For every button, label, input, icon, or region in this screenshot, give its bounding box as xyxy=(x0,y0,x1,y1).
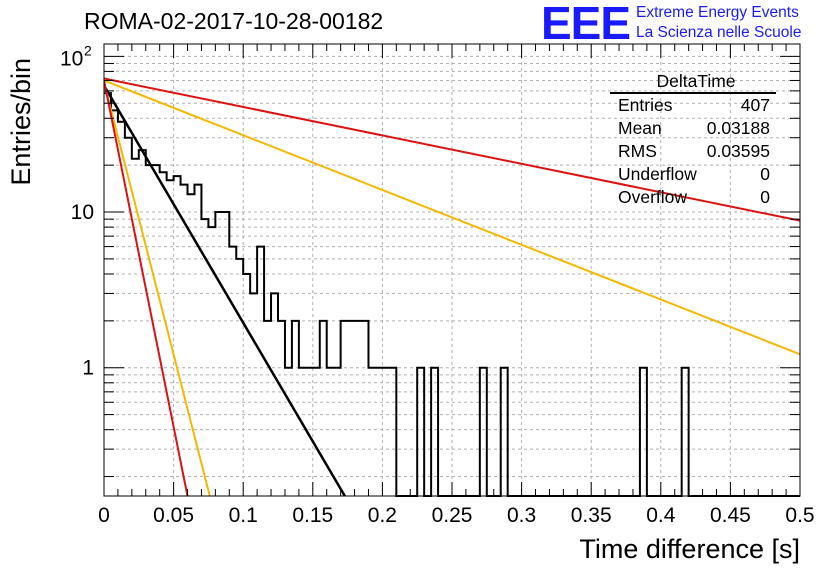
x-tick-label: 0.15 xyxy=(292,504,333,527)
grid-lines xyxy=(104,44,800,496)
stats-value: 0 xyxy=(760,187,770,207)
x-tick-label: 0.5 xyxy=(785,504,814,527)
tick-labels: 0 0.05 0.1 0.15 0.2 0.25 0.3 0.35 0.4 0.45 0.5 1 10 1… xyxy=(60,42,815,527)
x-tick-label: 0.35 xyxy=(571,504,612,527)
x-axis-label: Time difference [s] xyxy=(579,534,800,564)
stats-box-title: DeltaTime xyxy=(610,70,776,94)
stats-label: Underflow xyxy=(618,164,697,184)
stats-label: Entries xyxy=(618,95,673,115)
stats-value: 0.03595 xyxy=(706,141,770,161)
fit-lines xyxy=(104,77,800,496)
x-tick-label: 0.2 xyxy=(368,504,397,527)
stats-row-underflow: Underflow 0 xyxy=(610,163,776,186)
stats-label: Mean xyxy=(618,118,662,138)
stats-value: 0.03188 xyxy=(706,118,770,138)
plot-title: ROMA-02-2017-10-28-00182 xyxy=(84,8,384,34)
stats-box: DeltaTime Entries 407 Mean 0.03188 RMS 0… xyxy=(610,70,776,209)
fit-line xyxy=(104,79,800,356)
x-tick-label: 0.1 xyxy=(229,504,258,527)
fit-line xyxy=(104,80,189,496)
x-tick-label: 0.3 xyxy=(507,504,536,527)
x-tick-label: 0.25 xyxy=(432,504,473,527)
stats-value: 407 xyxy=(740,95,770,115)
fit-line xyxy=(104,77,800,222)
stats-row-mean: Mean 0.03188 xyxy=(610,117,776,140)
stats-label: Overflow xyxy=(618,187,688,207)
y-tick-label: 1 xyxy=(82,357,94,380)
y-tick-label: 10 xyxy=(71,201,94,224)
stats-value: 0 xyxy=(760,164,770,184)
x-tick-label: 0.45 xyxy=(710,504,751,527)
x-tick-label: 0.05 xyxy=(153,504,194,527)
axis-ticks xyxy=(103,44,801,496)
stats-row-entries: Entries 407 xyxy=(610,94,776,117)
x-tick-label: 0 xyxy=(98,504,110,527)
fit-line xyxy=(104,82,211,496)
y-tick-label-base: 10 xyxy=(60,47,83,70)
y-axis-label: Entries/bin xyxy=(6,58,36,186)
stats-row-rms: RMS 0.03595 xyxy=(610,140,776,163)
eee-logo-line1: Extreme Energy Events xyxy=(636,4,799,21)
stats-row-overflow: Overflow 0 xyxy=(610,186,776,209)
eee-logo-line2: La Scienza nelle Scuole xyxy=(636,24,802,41)
stats-label: RMS xyxy=(618,141,657,161)
fit-line xyxy=(104,84,346,496)
eee-logo-text: EEE xyxy=(541,0,631,49)
y-tick-label-exponent: 2 xyxy=(84,42,92,58)
x-tick-label: 0.4 xyxy=(646,504,676,527)
